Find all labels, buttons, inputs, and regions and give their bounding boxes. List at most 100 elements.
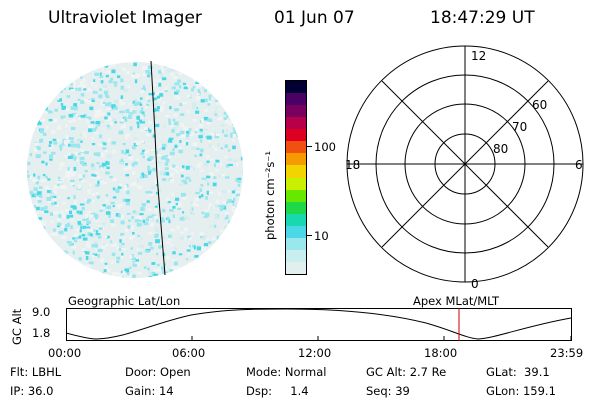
image-pixel bbox=[231, 265, 236, 270]
image-pixel bbox=[71, 218, 74, 222]
image-pixel bbox=[221, 251, 226, 256]
image-pixel bbox=[79, 203, 85, 206]
image-pixel bbox=[70, 181, 75, 185]
image-pixel bbox=[233, 244, 236, 248]
image-pixel bbox=[29, 62, 33, 63]
image-pixel bbox=[91, 254, 95, 258]
image-pixel bbox=[29, 211, 35, 216]
image-pixel bbox=[64, 77, 69, 82]
image-pixel bbox=[140, 57, 143, 60]
image-pixel bbox=[203, 270, 207, 274]
image-pixel bbox=[172, 266, 177, 269]
image-pixel bbox=[182, 211, 185, 214]
image-pixel bbox=[165, 56, 168, 60]
image-pixel bbox=[58, 249, 63, 252]
image-pixel bbox=[120, 158, 123, 162]
image-pixel bbox=[114, 188, 120, 192]
image-pixel bbox=[160, 146, 164, 150]
image-pixel bbox=[53, 228, 56, 232]
image-pixel bbox=[188, 128, 192, 131]
image-pixel bbox=[148, 271, 153, 275]
image-pixel bbox=[60, 281, 63, 285]
image-pixel bbox=[70, 83, 73, 87]
image-pixel bbox=[145, 217, 149, 222]
image-pixel bbox=[196, 147, 200, 150]
image-pixel bbox=[82, 237, 88, 241]
image-pixel bbox=[41, 221, 46, 226]
image-pixel bbox=[169, 178, 174, 183]
image-pixel bbox=[178, 149, 183, 154]
image-pixel bbox=[249, 193, 250, 196]
image-pixel bbox=[33, 63, 36, 67]
image-pixel bbox=[21, 204, 24, 207]
image-pixel bbox=[141, 118, 146, 123]
image-pixel bbox=[206, 121, 211, 125]
image-pixel bbox=[157, 62, 161, 63]
image-pixel bbox=[236, 133, 241, 137]
image-pixel bbox=[67, 152, 71, 156]
image-pixel bbox=[237, 79, 241, 84]
image-pixel bbox=[59, 162, 65, 167]
image-pixel bbox=[23, 95, 26, 97]
image-pixel bbox=[135, 281, 140, 284]
image-pixel bbox=[166, 172, 170, 176]
image-pixel bbox=[61, 177, 64, 181]
colorbar-unit-label: photon cm⁻²s⁻¹ bbox=[263, 151, 277, 240]
image-pixel bbox=[201, 247, 207, 251]
image-pixel bbox=[243, 166, 246, 168]
image-pixel bbox=[94, 65, 99, 68]
image-pixel bbox=[64, 227, 68, 232]
image-pixel bbox=[189, 202, 195, 204]
image-pixel bbox=[225, 62, 230, 64]
image-pixel bbox=[50, 281, 53, 283]
image-pixel bbox=[30, 264, 34, 269]
image-pixel bbox=[80, 267, 86, 272]
image-pixel bbox=[189, 165, 193, 168]
image-pixel bbox=[105, 74, 109, 78]
image-pixel bbox=[152, 134, 156, 138]
image-pixel bbox=[192, 276, 197, 278]
image-pixel bbox=[249, 198, 251, 202]
image-pixel bbox=[204, 109, 209, 112]
image-pixel bbox=[103, 142, 107, 146]
image-pixel bbox=[148, 156, 154, 160]
image-pixel bbox=[114, 121, 117, 124]
image-pixel bbox=[129, 225, 134, 230]
image-pixel bbox=[125, 173, 130, 177]
image-pixel bbox=[120, 255, 124, 259]
image-pixel bbox=[21, 163, 23, 167]
image-pixel bbox=[221, 263, 224, 267]
image-pixel bbox=[59, 230, 64, 235]
image-pixel bbox=[181, 165, 185, 169]
image-pixel bbox=[128, 112, 134, 115]
image-pixel bbox=[76, 266, 82, 271]
image-pixel bbox=[93, 174, 97, 177]
image-pixel bbox=[213, 176, 217, 179]
image-pixel bbox=[238, 140, 243, 144]
image-pixel bbox=[149, 223, 154, 227]
image-pixel bbox=[75, 228, 81, 232]
image-pixel bbox=[240, 239, 243, 242]
image-pixel bbox=[209, 265, 212, 269]
image-pixel bbox=[238, 207, 241, 211]
image-pixel bbox=[117, 248, 123, 251]
image-pixel bbox=[31, 103, 36, 106]
info-glat: GLat: 39.1 bbox=[486, 365, 550, 379]
colorbar-band bbox=[286, 225, 306, 238]
image-pixel bbox=[77, 115, 82, 118]
image-pixel bbox=[101, 100, 104, 104]
image-pixel bbox=[70, 179, 75, 183]
image-pixel bbox=[240, 245, 243, 249]
image-pixel bbox=[229, 267, 235, 271]
image-pixel bbox=[136, 115, 140, 120]
image-pixel bbox=[95, 230, 99, 233]
image-pixel bbox=[192, 105, 195, 110]
image-pixel bbox=[141, 87, 146, 91]
image-pixel bbox=[156, 182, 159, 187]
image-pixel bbox=[204, 89, 207, 93]
image-pixel bbox=[27, 174, 30, 178]
image-pixel bbox=[90, 121, 95, 124]
image-pixel bbox=[27, 191, 29, 195]
image-pixel bbox=[82, 83, 85, 88]
image-pixel bbox=[80, 114, 86, 118]
